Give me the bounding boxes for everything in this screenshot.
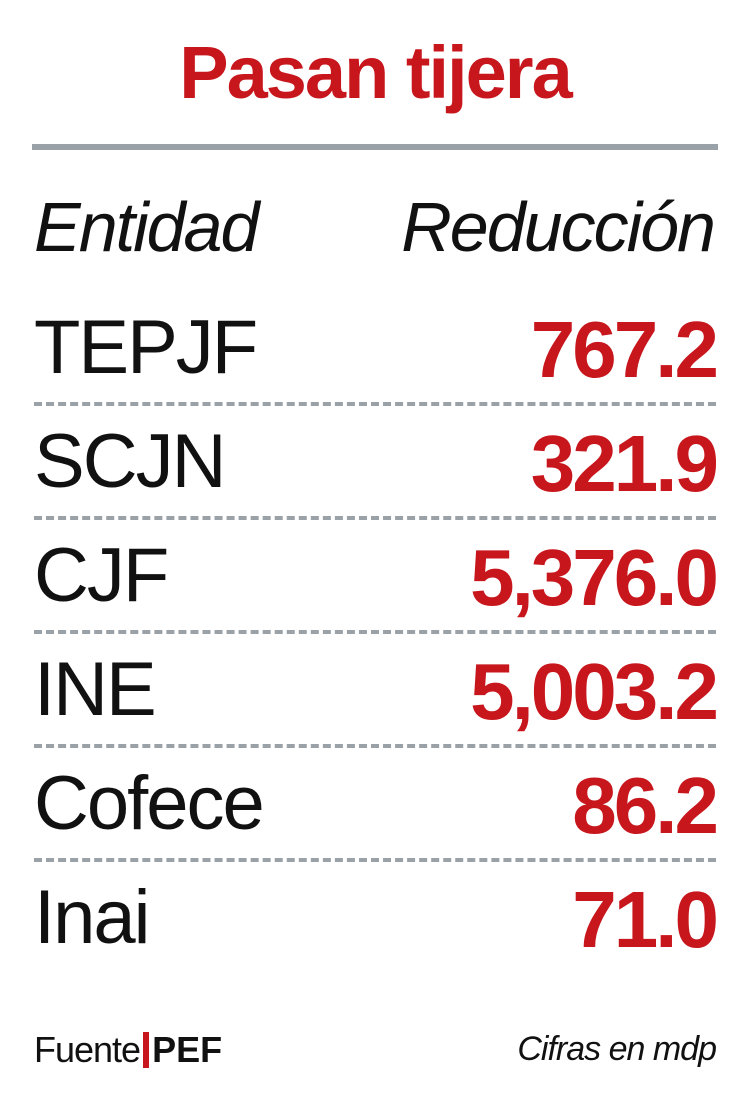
column-header-reduction: Reducción <box>401 188 716 266</box>
table-row: Inai 71.0 <box>34 862 719 976</box>
row-divider <box>34 858 716 862</box>
source-divider-bar <box>143 1032 150 1068</box>
table-row: TEPJF 767.2 <box>34 292 719 406</box>
reduction-value: 86.2 <box>572 761 719 850</box>
chart-title: Pasan tijera <box>179 31 572 114</box>
reduction-value: 321.9 <box>530 419 719 508</box>
entity-label: Cofece <box>34 761 265 846</box>
reduction-value: 71.0 <box>572 875 719 964</box>
table-row: INE 5,003.2 <box>34 634 719 748</box>
reduction-value: 767.2 <box>530 305 719 394</box>
source-label: Fuente <box>34 1029 141 1070</box>
table-row: Cofece 86.2 <box>34 748 719 862</box>
footer: Fuente PEF Cifras en mdp <box>34 1030 717 1076</box>
entity-label: INE <box>34 647 157 732</box>
row-divider <box>34 516 716 520</box>
table-row: SCJN 321.9 <box>34 406 719 520</box>
entity-label: CJF <box>34 533 169 618</box>
units-note: Cifras en mdp <box>517 1030 717 1068</box>
entity-label: SCJN <box>34 419 226 504</box>
row-divider <box>34 402 716 406</box>
column-header-entity: Entidad <box>34 188 259 266</box>
table-header: Entidad Reducción <box>34 188 716 272</box>
entity-label: Inai <box>34 875 151 960</box>
reduction-value: 5,376.0 <box>470 533 719 622</box>
top-rule <box>32 144 718 150</box>
table-body: TEPJF 767.2 SCJN 321.9 CJF 5,376.0 INE 5,003.2 C… <box>34 292 719 976</box>
row-divider <box>34 744 716 748</box>
reduction-value: 5,003.2 <box>470 647 719 736</box>
table-row: CJF 5,376.0 <box>34 520 719 634</box>
entity-label: TEPJF <box>34 305 258 390</box>
source-note: Fuente PEF <box>34 1032 222 1068</box>
row-divider <box>34 630 716 634</box>
source-name: PEF <box>152 1029 223 1070</box>
